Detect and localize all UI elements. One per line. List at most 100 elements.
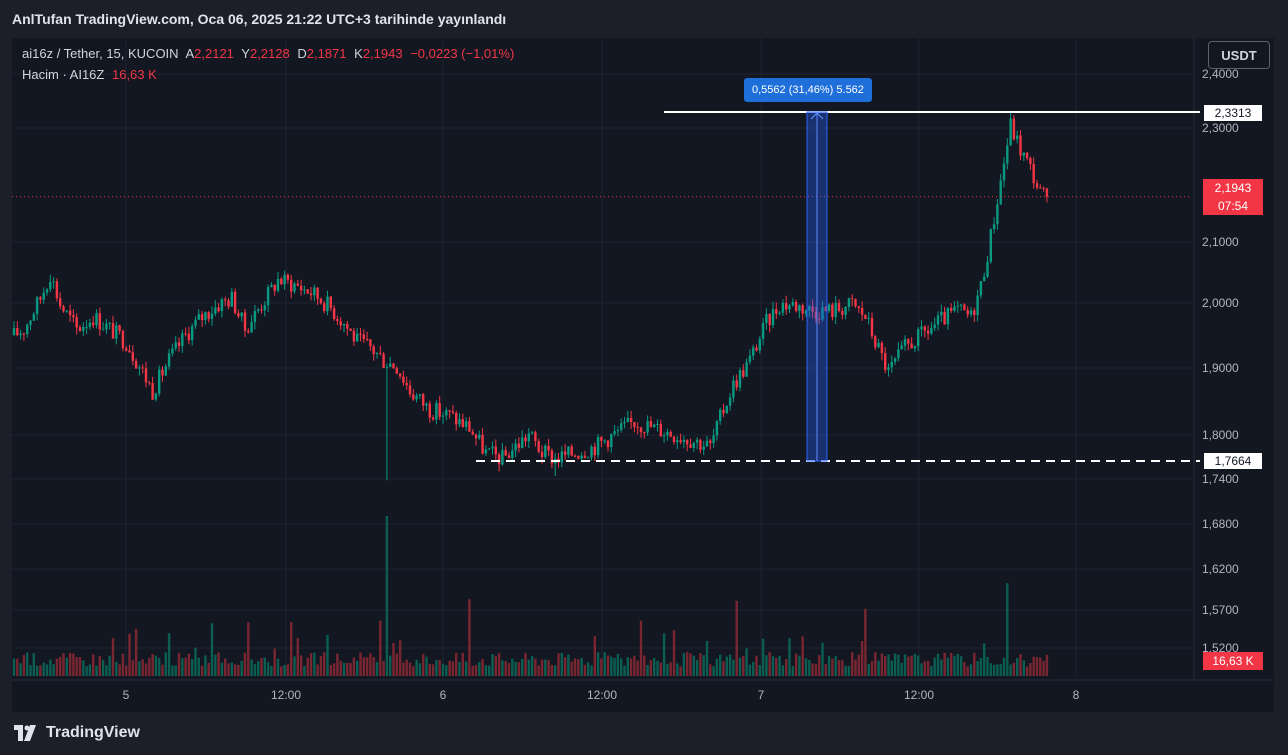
volume-bar [455, 652, 458, 676]
volume-bar [115, 661, 118, 676]
candle-body [913, 346, 917, 349]
volume-bar [788, 638, 791, 676]
volume-bar [725, 656, 728, 676]
y-tick-label: 1,5200 [1202, 641, 1239, 655]
candle-body [237, 313, 240, 317]
volume-bar [715, 658, 719, 676]
chart-canvas[interactable]: 2,4000 2,3000 2,1000 2,0000 1,9000 1,8000 1,74… [12, 38, 1274, 712]
candle-body [494, 446, 497, 455]
candle-body [359, 333, 362, 335]
volume-label[interactable]: Hacim · AI16Z [22, 67, 105, 82]
volume-bar [280, 666, 283, 676]
volume-bar [253, 664, 257, 676]
x-tick-label: 12:00 [904, 688, 934, 702]
volume-bar [323, 652, 326, 676]
candle-body [141, 367, 144, 369]
candle-body [722, 409, 725, 414]
candle-body [573, 455, 577, 457]
symbol-label[interactable]: ai16z / Tether, 15, KUCOIN [22, 46, 179, 61]
candle-body [108, 323, 111, 325]
volume-bar [606, 655, 610, 676]
volume-bar [290, 621, 293, 676]
volume-bar [521, 658, 524, 676]
candle-body [148, 382, 151, 384]
volume-bar [385, 516, 389, 676]
candle-body [181, 333, 184, 347]
candle-body [752, 347, 755, 356]
measure-arrow-head [810, 112, 824, 120]
candle-body [187, 333, 191, 341]
volume-bar [649, 660, 653, 676]
y-tick-label: 1,6800 [1202, 517, 1239, 531]
candle-body [837, 302, 841, 311]
chart-frame [12, 38, 1274, 712]
volume-bar [187, 653, 191, 676]
candle-body [695, 439, 699, 443]
volume-bar [748, 664, 752, 676]
volume-bar [379, 620, 382, 676]
x-tick-label: 8 [1073, 688, 1080, 702]
x-tick-label: 6 [440, 688, 447, 702]
volume-bar [900, 662, 903, 676]
candle-body [39, 297, 42, 300]
candle-body [719, 409, 722, 421]
volume-bar [286, 664, 290, 676]
tradingview-logo[interactable]: TradingView [14, 724, 140, 742]
volume-bar [979, 658, 983, 676]
volume-bar [1029, 663, 1032, 676]
candle-body [62, 306, 65, 312]
candle-body [880, 342, 884, 354]
candle-body [781, 303, 785, 313]
volume-bar [501, 660, 504, 676]
volume-bar [893, 653, 897, 676]
volume-bar [540, 659, 544, 676]
candle-body [349, 328, 352, 331]
volume-bar [1009, 664, 1012, 676]
volume-bar [398, 640, 402, 676]
volume-value: 16,63 K [111, 67, 157, 82]
candle-body [121, 331, 125, 349]
volume-bar [999, 663, 1002, 676]
candle-body [346, 323, 349, 329]
volume-bar [42, 662, 45, 676]
volume-bar [527, 659, 530, 676]
volume-bar [415, 659, 418, 676]
y-tick-label: 1,6200 [1202, 562, 1239, 576]
volume-bar [818, 655, 821, 676]
candle-body [715, 420, 719, 436]
candle-body [620, 423, 623, 430]
candle-body [1032, 163, 1035, 184]
candle-body [613, 431, 616, 435]
candle-body [362, 334, 365, 339]
volume-bar [745, 648, 748, 676]
candle-body [115, 325, 118, 339]
y-tick-label: 1,7400 [1202, 472, 1239, 486]
volume-bar [342, 662, 346, 676]
candle-body [270, 284, 273, 288]
volume-bar [854, 659, 857, 676]
volume-bar [659, 662, 662, 676]
volume-bar [32, 653, 35, 676]
candle-body [649, 421, 653, 428]
volume-bar [161, 664, 164, 676]
candle-body [950, 308, 953, 311]
candle-body [540, 451, 544, 458]
candle-body [643, 432, 646, 434]
publish-bar: AnlTufan TradingView.com, Oca 06, 2025 2… [0, 0, 1288, 38]
candle-body [824, 307, 827, 312]
volume-bar [464, 661, 468, 676]
candle-body [517, 443, 521, 448]
volume-bar [811, 663, 814, 676]
volume-bar [877, 660, 880, 676]
volume-bar [699, 653, 702, 676]
candle-body [831, 304, 834, 318]
candle-body [375, 352, 379, 354]
candle-body [1019, 135, 1022, 156]
candle-body [844, 306, 847, 315]
candle-body [748, 355, 752, 363]
candle-body [504, 450, 507, 456]
currency-button[interactable]: USDT [1208, 41, 1270, 69]
volume-bar [52, 664, 55, 676]
volume-bar [907, 656, 910, 676]
volume-bar [983, 643, 986, 676]
